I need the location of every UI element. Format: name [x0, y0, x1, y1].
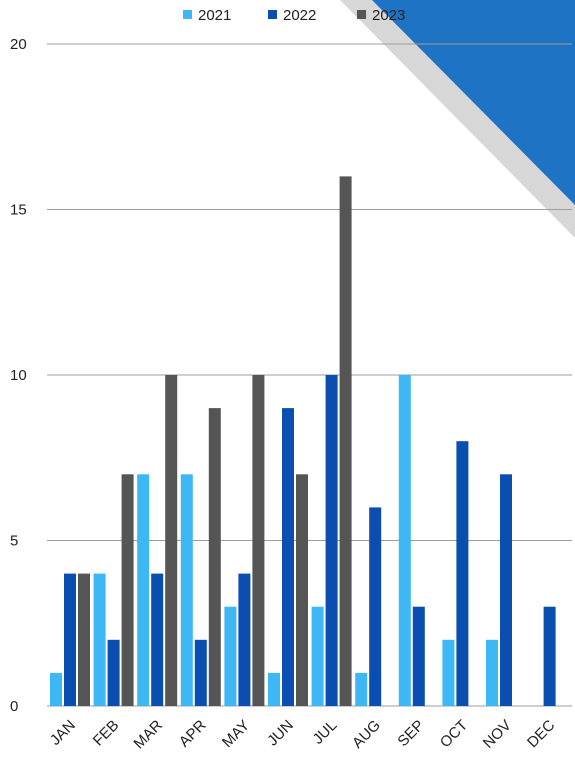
bar-2021-feb: [93, 573, 106, 706]
bar-2022-aug: [369, 507, 382, 706]
legend-swatch: [268, 10, 277, 19]
legend-label: 2021: [198, 7, 231, 24]
x-tick-label: AUG: [349, 717, 384, 752]
x-axis-ticks: JAN FEB MAR APR MAY JUN JUL AUG SEP OCT NOV DEC: [47, 717, 559, 753]
bar-2022-nov: [500, 474, 512, 706]
x-tick-label: DEC: [524, 717, 559, 752]
bar-2023-jul: [339, 176, 352, 706]
x-tick-label: JUN: [264, 717, 297, 750]
bar-2022-may: [238, 573, 251, 706]
x-tick-label: MAR: [130, 717, 166, 753]
bar-2021-oct: [442, 639, 455, 706]
bar-2023-feb: [121, 474, 134, 706]
bar-2021-mar: [137, 474, 150, 706]
y-tick-label: 20: [10, 36, 27, 53]
bar-2022-mar: [151, 573, 164, 706]
bar-2023-apr: [208, 408, 221, 706]
bar-2021-may: [224, 606, 237, 706]
x-tick-label: SEP: [394, 717, 427, 750]
bar-2022-jun: [282, 408, 294, 706]
bar-2021-jun: [268, 672, 280, 706]
y-tick-label: 0: [10, 698, 18, 715]
legend-label: 2022: [283, 7, 316, 24]
y-tick-label: 10: [10, 367, 27, 384]
x-tick-label: MAY: [219, 717, 253, 751]
x-tick-label: OCT: [437, 717, 471, 751]
bar-2022-dec: [543, 606, 556, 706]
bar-2022-jul: [325, 375, 338, 706]
bar-2021-jan: [50, 672, 62, 706]
bar-2022-feb: [107, 639, 120, 706]
y-axis-ticks: 0 5 10 15 20: [10, 36, 27, 715]
x-tick-label: JUL: [310, 717, 341, 748]
corner-accent-decoration: [372, 0, 575, 205]
bar-2022-oct: [456, 441, 469, 706]
bar-2021-jul: [311, 606, 324, 706]
bar-2021-apr: [180, 474, 193, 706]
bar-2023-jun: [296, 474, 308, 706]
bar-2023-may: [252, 375, 265, 706]
y-tick-label: 15: [10, 202, 27, 219]
bar-2022-apr: [194, 639, 207, 706]
x-tick-label: APR: [176, 717, 210, 751]
legend-label: 2023: [372, 7, 405, 24]
legend-swatch: [357, 10, 366, 19]
bar-2022-sep: [412, 606, 425, 706]
bar-2022-jan: [64, 573, 76, 706]
legend-swatch: [183, 10, 192, 19]
x-tick-label: FEB: [90, 717, 123, 750]
x-tick-label: NOV: [480, 717, 515, 752]
bar-2021-nov: [486, 639, 498, 706]
y-tick-label: 5: [10, 533, 18, 550]
bar-2021-aug: [355, 672, 368, 706]
bars: [50, 176, 556, 706]
legend: 2021 2022 2023: [183, 7, 405, 24]
gridlines: [47, 43, 572, 707]
bar-2023-jan: [78, 573, 90, 706]
bar-2021-sep: [398, 375, 411, 706]
x-tick-label: JAN: [47, 717, 79, 749]
bar-2023-mar: [165, 375, 178, 706]
